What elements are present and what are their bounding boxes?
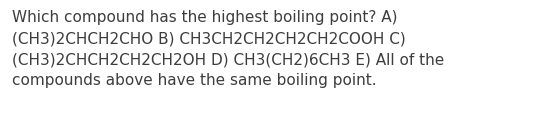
Text: Which compound has the highest boiling point? A)
(CH3)2CHCH2CHO B) CH3CH2CH2CH2C: Which compound has the highest boiling p… [12,10,444,88]
